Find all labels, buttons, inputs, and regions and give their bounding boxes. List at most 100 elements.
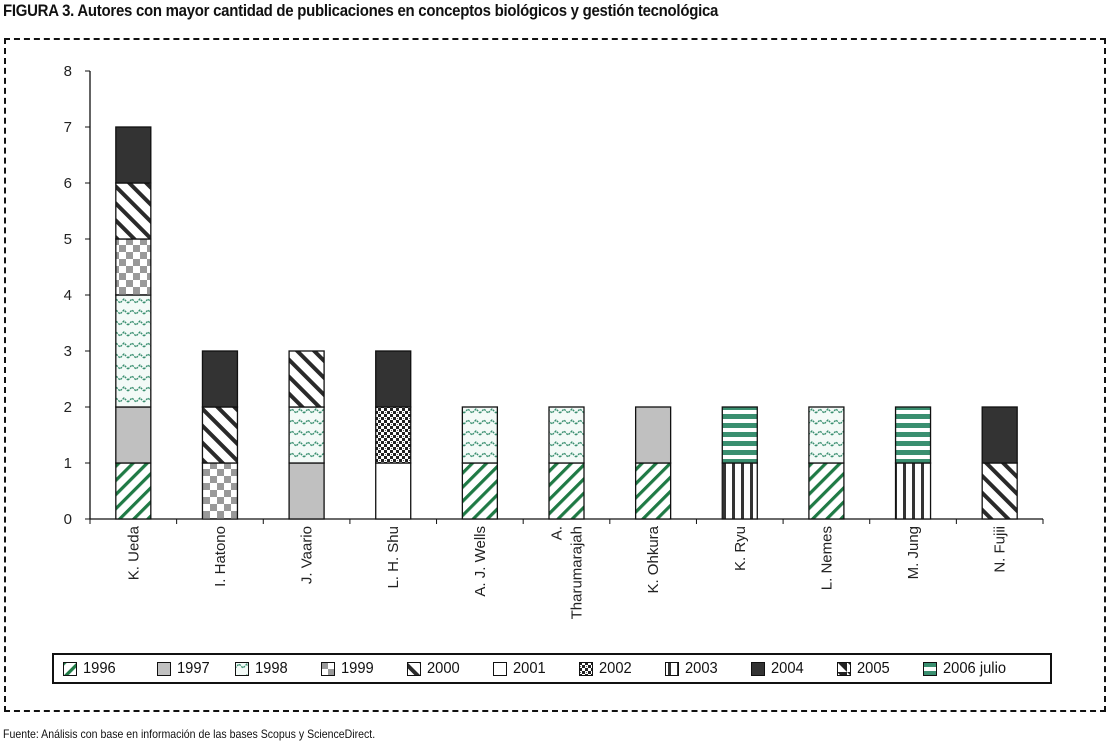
bar-segment (201, 462, 239, 520)
figure-frame (4, 38, 1106, 712)
legend-label: 2000 (427, 659, 460, 677)
legend-label: 1996 (83, 659, 116, 677)
y-tick-label: 8 (64, 63, 72, 80)
legend-label: 1997 (177, 659, 210, 677)
y-tick-label: 2 (64, 399, 72, 416)
y-tick-labels: 0 1 2 3 4 5 6 7 8 (64, 63, 72, 528)
legend-label: 1999 (341, 659, 374, 677)
bar-segment (115, 294, 152, 408)
bar-segment (461, 462, 499, 520)
bar-segment (808, 462, 845, 520)
y-tick-label: 3 (64, 343, 72, 360)
legend-item: 2000 (407, 660, 493, 678)
bar-segment (461, 406, 499, 464)
legend-item: 2005 (837, 660, 923, 678)
bar-stack (115, 126, 152, 520)
legend-item: 1999 (321, 660, 407, 678)
bar-stack (894, 406, 932, 520)
y-tick-label: 4 (64, 287, 72, 304)
bar-segment (375, 406, 412, 464)
bar-stack (375, 350, 412, 520)
figure-title: FIGURA 3. Autores con mayor cantidad de … (3, 1, 719, 20)
x-tick-label: K. Ueda (125, 525, 142, 580)
bar-segment (808, 406, 845, 464)
figure-source: Fuente: Análisis con base en información… (3, 727, 376, 741)
x-tick-label: J. Vaario (299, 526, 316, 584)
x-tick-labels: K. Ueda I. Hatono J. Vaario L. H. Shu A. J. … (125, 525, 1008, 619)
chart-legend: 1996 1997 1998 1999 2000 2001 2002 2003 2004 2005… (52, 653, 1052, 684)
y-tick-label: 5 (64, 231, 72, 248)
legend-swatch (579, 661, 593, 676)
legend-item: 2002 (579, 660, 665, 678)
legend-swatch (321, 661, 335, 676)
x-tick-label: K. Ohkura (645, 525, 662, 593)
legend-item: 2001 (493, 660, 579, 678)
bar-stack (721, 406, 758, 520)
bar-stack (201, 350, 239, 520)
legend-swatch (493, 661, 507, 676)
legend-label: 2001 (513, 659, 546, 677)
legend-item: 2004 (751, 660, 837, 678)
bar-segment (981, 462, 1018, 520)
bar-segment (894, 406, 932, 464)
bar-group (115, 126, 1018, 520)
y-tick-label: 6 (64, 175, 72, 192)
legend-item: 1996 (63, 660, 157, 678)
bar-segment (721, 462, 758, 520)
bar-segment (981, 406, 1018, 464)
x-tick-label: Tharumarajah (569, 526, 586, 619)
legend-label: 2004 (771, 659, 804, 677)
legend-item: 1997 (157, 660, 235, 678)
legend-swatch (235, 661, 249, 676)
legend-label: 2005 (857, 659, 890, 677)
stacked-bar-chart: 0 1 2 3 4 5 6 7 8 K. Ueda I. Hatono J. Vaario L. H.… (64, 63, 1044, 619)
bar-segment (548, 462, 585, 520)
bar-segment (115, 238, 152, 296)
legend-item: 2003 (665, 660, 751, 678)
bar-segment (375, 350, 412, 408)
bar-stack (288, 350, 325, 520)
bar-segment (288, 406, 325, 464)
x-tick-label: M. Jung (905, 526, 922, 579)
y-tick-label: 0 (64, 511, 72, 528)
bar-segment (634, 462, 672, 520)
bar-segment (634, 406, 672, 464)
legend-item: 1998 (235, 660, 321, 678)
x-tick-label: K. Ryu (732, 526, 749, 571)
x-tick-label: A. (549, 526, 566, 540)
bar-segment (115, 182, 152, 240)
bar-segment (201, 406, 239, 464)
bar-stack (634, 406, 672, 520)
bar-segment (115, 406, 152, 464)
bar-stack (808, 406, 845, 520)
bar-segment (548, 406, 585, 464)
bar-segment (115, 462, 152, 520)
bar-segment (201, 350, 239, 408)
y-tick-label: 7 (64, 119, 72, 136)
legend-swatch (923, 661, 937, 676)
x-tick-label: I. Hatono (212, 526, 229, 587)
bar-stack (461, 406, 499, 520)
bar-segment (375, 462, 412, 520)
legend-label: 2003 (685, 659, 718, 677)
bar-segment (115, 126, 152, 184)
y-tick-label: 1 (64, 455, 72, 472)
legend-swatch (407, 661, 421, 676)
legend-swatch (837, 661, 851, 676)
legend-swatch (751, 661, 765, 676)
x-tick-label: L. H. Shu (385, 526, 402, 589)
legend-swatch (157, 661, 171, 676)
bar-stack (981, 406, 1018, 520)
x-tick-label: N. Fujii (992, 526, 1009, 573)
legend-swatch (63, 661, 77, 676)
legend-label: 2002 (599, 659, 632, 677)
legend-label: 1998 (255, 659, 288, 677)
bar-segment (894, 462, 932, 520)
bar-segment (721, 406, 758, 464)
bar-segment (288, 462, 325, 520)
legend-swatch (665, 661, 679, 676)
bar-stack (548, 406, 585, 520)
bar-segment (288, 350, 325, 408)
legend-label: 2006 julio (943, 659, 1007, 677)
x-tick-label: L. Nemes (818, 526, 835, 590)
